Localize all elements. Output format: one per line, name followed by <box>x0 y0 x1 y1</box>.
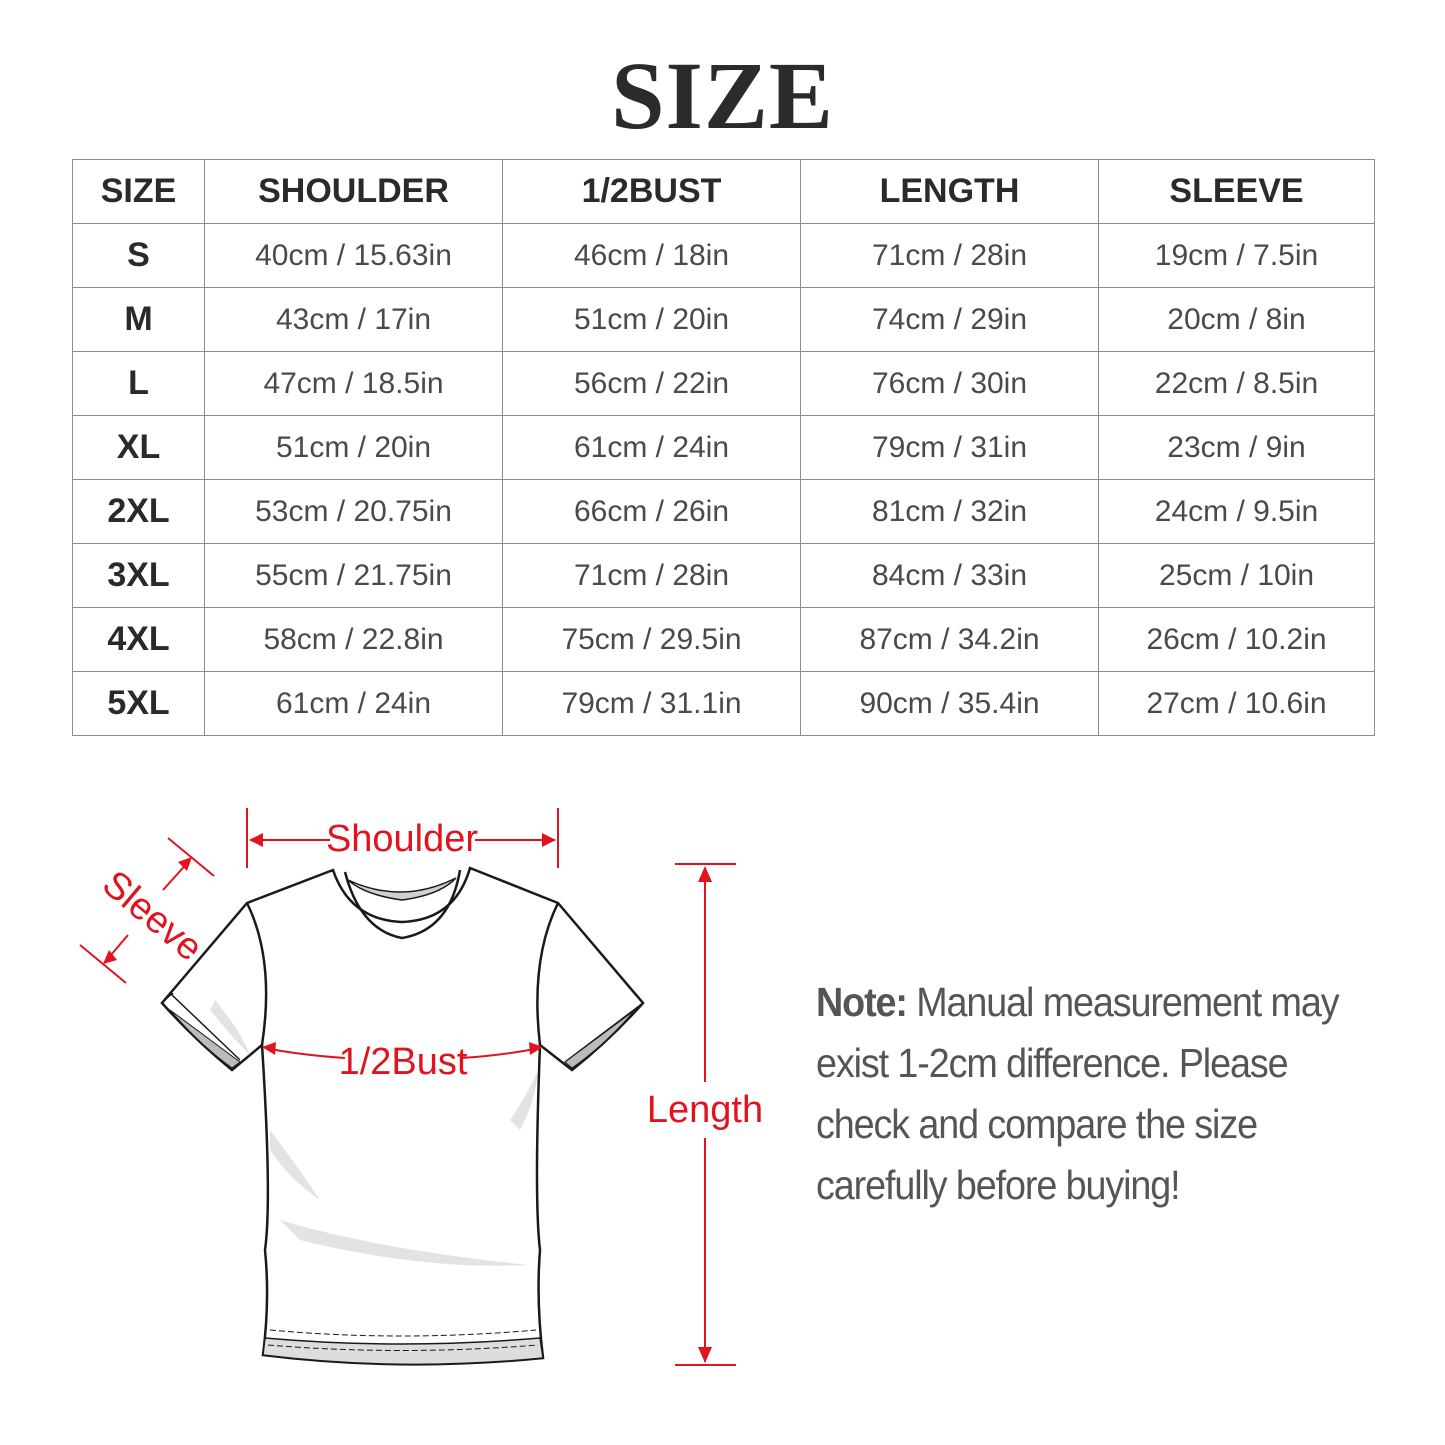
cell-length: 90cm / 35.4in <box>800 671 1099 736</box>
fabric-folds <box>210 1000 538 1266</box>
note-text: Note: Manual measurement may exist 1-2cm… <box>816 972 1340 1216</box>
header-sleeve: SLEEVE <box>1098 159 1375 224</box>
cell-shoulder: 47cm / 18.5in <box>204 351 503 416</box>
shoulder-measure <box>246 808 559 868</box>
cell-size: 2XL <box>72 479 205 544</box>
page-title: SIZE <box>611 42 834 149</box>
note-label: Note: <box>816 979 908 1025</box>
cell-sleeve: 25cm / 10in <box>1098 543 1375 608</box>
table-header-row: SIZE SHOULDER 1/2BUST LENGTH SLEEVE <box>72 159 1375 224</box>
note-line-text: Manual measurement may <box>906 979 1339 1025</box>
shoulder-label: Shoulder <box>326 818 478 860</box>
cell-shoulder: 55cm / 21.75in <box>204 543 503 608</box>
cell-bust: 56cm / 22in <box>502 351 801 416</box>
length-label: Length <box>647 1089 763 1131</box>
header-size: SIZE <box>72 159 205 224</box>
tshirt-illustration <box>160 866 645 1366</box>
cell-bust: 75cm / 29.5in <box>502 607 801 672</box>
cell-shoulder: 58cm / 22.8in <box>204 607 503 672</box>
cell-length: 84cm / 33in <box>800 543 1099 608</box>
cell-shoulder: 53cm / 20.75in <box>204 479 503 544</box>
header-bust: 1/2BUST <box>502 159 801 224</box>
cell-size: S <box>72 223 205 288</box>
cell-sleeve: 24cm / 9.5in <box>1098 479 1375 544</box>
header-length: LENGTH <box>800 159 1099 224</box>
bust-measure <box>262 1042 543 1059</box>
cell-sleeve: 27cm / 10.6in <box>1098 671 1375 736</box>
cell-sleeve: 23cm / 9in <box>1098 415 1375 480</box>
table-row: 2XL 53cm / 20.75in 66cm / 26in 81cm / 32in 2… <box>72 479 1375 544</box>
cell-bust: 61cm / 24in <box>502 415 801 480</box>
cell-shoulder: 43cm / 17in <box>204 287 503 352</box>
cell-bust: 71cm / 28in <box>502 543 801 608</box>
note-line: Note: Manual measurement may <box>816 972 1340 1033</box>
cell-sleeve: 26cm / 10.2in <box>1098 607 1375 672</box>
cell-shoulder: 51cm / 20in <box>204 415 503 480</box>
cell-bust: 51cm / 20in <box>502 287 801 352</box>
cell-shoulder: 61cm / 24in <box>204 671 503 736</box>
cell-size: 5XL <box>72 671 205 736</box>
cell-sleeve: 19cm / 7.5in <box>1098 223 1375 288</box>
cell-size: L <box>72 351 205 416</box>
cell-bust: 46cm / 18in <box>502 223 801 288</box>
cell-size: 4XL <box>72 607 205 672</box>
cell-bust: 79cm / 31.1in <box>502 671 801 736</box>
bust-label: 1/2Bust <box>339 1041 468 1083</box>
cell-length: 79cm / 31in <box>800 415 1099 480</box>
note-line: check and compare the size <box>816 1101 1258 1147</box>
size-table: SIZE SHOULDER 1/2BUST LENGTH SLEEVE S 40c… <box>72 159 1375 736</box>
cell-length: 74cm / 29in <box>800 287 1099 352</box>
length-measure <box>675 863 736 1366</box>
table-row: L 47cm / 18.5in 56cm / 22in 76cm / 30in 22cm… <box>72 351 1375 416</box>
cell-size: M <box>72 287 205 352</box>
cell-length: 76cm / 30in <box>800 351 1099 416</box>
cell-bust: 66cm / 26in <box>502 479 801 544</box>
note-line: carefully before buying! <box>816 1162 1181 1208</box>
note-line: exist 1-2cm difference. Please <box>816 1040 1289 1086</box>
table-row: 3XL 55cm / 21.75in 71cm / 28in 84cm / 33in 2… <box>72 543 1375 608</box>
cell-shoulder: 40cm / 15.63in <box>204 223 503 288</box>
table-row: 5XL 61cm / 24in 79cm / 31.1in 90cm / 35.4in… <box>72 671 1375 736</box>
cell-sleeve: 20cm / 8in <box>1098 287 1375 352</box>
table-row: M 43cm / 17in 51cm / 20in 74cm / 29in 20cm /… <box>72 287 1375 352</box>
table-row: XL 51cm / 20in 61cm / 24in 79cm / 31in 23cm … <box>72 415 1375 480</box>
cell-sleeve: 22cm / 8.5in <box>1098 351 1375 416</box>
cell-length: 81cm / 32in <box>800 479 1099 544</box>
cell-size: 3XL <box>72 543 205 608</box>
sleeve-measure <box>79 837 215 984</box>
table-row: S 40cm / 15.63in 46cm / 18in 71cm / 28in 19c… <box>72 223 1375 288</box>
